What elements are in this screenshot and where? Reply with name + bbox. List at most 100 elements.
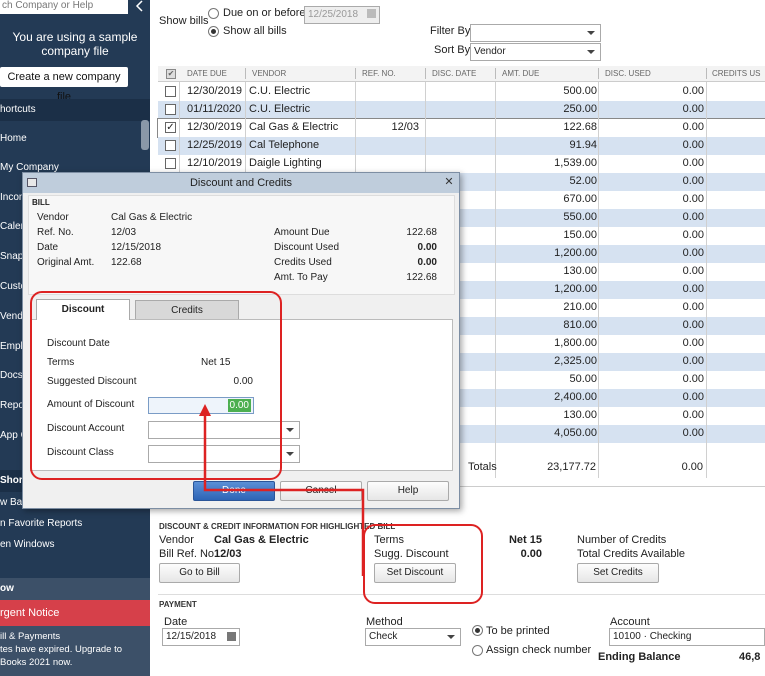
- table-row[interactable]: 50.00 0.00: [158, 371, 765, 389]
- table-row[interactable]: 1,800.00 0.00: [158, 335, 765, 353]
- table-row[interactable]: ✓ 12/30/2019 Cal Gas & Electric 12/03 122.68…: [157, 118, 765, 138]
- sidebar-item-calendar[interactable]: Caler: [0, 221, 24, 232]
- discount-credits-dialog: Discount and Credits ✕ BILL Vendor Cal G…: [22, 172, 460, 509]
- credits-used-label: Credits Used: [274, 257, 332, 268]
- table-row[interactable]: 01/11/2020 C.U. Electric 250.00 0.00: [158, 101, 765, 119]
- col-amt-due[interactable]: AMT. DUE: [502, 69, 540, 78]
- cell-disc: 0.00: [682, 121, 704, 133]
- cell-disc: 0.00: [682, 85, 704, 97]
- set-credits-button[interactable]: Set Credits: [577, 563, 659, 583]
- discount-class-select[interactable]: [148, 445, 300, 463]
- due-before-radio[interactable]: [208, 8, 219, 19]
- cell-amt: 810.00: [563, 319, 597, 331]
- row-checkbox[interactable]: [165, 140, 176, 151]
- help-button[interactable]: Help: [367, 481, 449, 501]
- sidebar-item-favorite-reports[interactable]: n Favorite Reports: [0, 518, 83, 529]
- sidebar-item-home[interactable]: Home: [0, 133, 27, 144]
- to-be-printed-radio[interactable]: [472, 625, 483, 636]
- go-to-bill-button[interactable]: Go to Bill: [159, 563, 240, 583]
- bottom-vendor-value: Cal Gas & Electric: [214, 534, 309, 546]
- sort-by-select[interactable]: Vendor: [470, 43, 601, 61]
- dialog-title-bar[interactable]: Discount and Credits ✕: [23, 173, 459, 193]
- search-icon[interactable]: [103, 0, 127, 14]
- table-row[interactable]: 12/30/2019 C.U. Electric 500.00 0.00: [158, 83, 765, 101]
- select-all-checkbox[interactable]: ✔: [166, 69, 176, 79]
- calendar-icon[interactable]: [227, 632, 236, 641]
- sidebar-scrollbar[interactable]: [141, 120, 149, 150]
- tab-discount[interactable]: Discount: [36, 299, 130, 320]
- grid-header: ✔ DATE DUE VENDOR REF. NO. DISC. DATE AM…: [158, 66, 765, 82]
- bills-grid: ✔ DATE DUE VENDOR REF. NO. DISC. DATE AM…: [157, 66, 765, 486]
- sugg-discount-value: 0.00: [520, 548, 542, 560]
- show-all-label: Show all bills: [223, 25, 287, 37]
- table-row[interactable]: 670.00 0.00: [158, 191, 765, 209]
- urgent-notice[interactable]: rgent Notice: [0, 600, 150, 626]
- col-date-due[interactable]: DATE DUE: [187, 69, 227, 78]
- sidebar-item-my-company[interactable]: My Company: [0, 162, 59, 173]
- method-select[interactable]: Check: [365, 628, 461, 646]
- sort-by-label: Sort By: [434, 44, 471, 56]
- assign-check-radio[interactable]: [472, 645, 483, 656]
- sidebar-item-vendors[interactable]: Vendo: [0, 311, 29, 322]
- bottom-terms-value: Net 15: [508, 534, 542, 546]
- sidebar-item-income[interactable]: Incon: [0, 192, 25, 203]
- show-all-radio[interactable]: [208, 26, 219, 37]
- sidebar-item-employees[interactable]: Emplo: [0, 341, 29, 352]
- account-select[interactable]: 10100 · Checking: [609, 628, 765, 646]
- terms-value: Net 15: [201, 357, 231, 368]
- amount-of-discount-input[interactable]: 0.00: [148, 397, 254, 414]
- collapse-arrow-icon[interactable]: [128, 0, 150, 14]
- cell-disc: 0.00: [682, 337, 704, 349]
- discount-used-label: Discount Used: [274, 242, 340, 253]
- close-icon[interactable]: ✕: [444, 176, 454, 188]
- table-row[interactable]: 150.00 0.00: [158, 227, 765, 245]
- table-row[interactable]: 210.00 0.00: [158, 299, 765, 317]
- table-row[interactable]: 12/25/2019 Cal Telephone 91.94 0.00: [158, 137, 765, 155]
- amt-to-pay-value: 122.68: [406, 272, 437, 283]
- row-checkbox[interactable]: [165, 104, 176, 115]
- col-ref-no[interactable]: REF. NO.: [362, 69, 396, 78]
- urgent-line: tes have expired. Upgrade to: [0, 644, 122, 655]
- cell-amt: 91.94: [569, 139, 597, 151]
- sidebar-item-open-windows[interactable]: en Windows: [0, 539, 55, 550]
- col-disc-date[interactable]: DISC. DATE: [432, 69, 477, 78]
- discount-account-select[interactable]: [148, 421, 300, 439]
- urgent-notice-body: ill & Payments tes have expired. Upgrade…: [0, 626, 150, 676]
- table-row[interactable]: 130.00 0.00: [158, 407, 765, 425]
- cell-amt: 1,200.00: [554, 283, 597, 295]
- table-row[interactable]: 130.00 0.00: [158, 263, 765, 281]
- cell-amt: 130.00: [563, 409, 597, 421]
- create-company-button[interactable]: Create a new company file: [0, 67, 128, 103]
- sort-by-value: Vendor: [474, 46, 506, 57]
- cell-amt: 250.00: [563, 103, 597, 115]
- search-input[interactable]: ch Company or Help: [0, 0, 128, 14]
- row-checkbox[interactable]: [165, 158, 176, 169]
- col-disc-used[interactable]: DISC. USED: [605, 69, 651, 78]
- row-checkbox[interactable]: ✓: [165, 122, 176, 133]
- bottom-vendor-label: Vendor: [159, 534, 194, 546]
- sidebar-item-app-center[interactable]: App C: [0, 430, 28, 441]
- sidebar-item-customers[interactable]: Custo: [0, 281, 27, 292]
- table-row[interactable]: 12/10/2019 Daigle Lighting 1,539.00 0.00: [158, 155, 765, 173]
- cell-date: 12/30/2019: [187, 121, 243, 133]
- due-date-field[interactable]: 12/25/2018: [304, 6, 380, 24]
- cell-disc: 0.00: [682, 247, 704, 259]
- discount-class-label: Discount Class: [47, 447, 114, 458]
- sidebar-item-reports[interactable]: Repo: [0, 400, 24, 411]
- cell-vendor: Cal Telephone: [249, 139, 320, 151]
- discount-date-label: Discount Date: [47, 338, 110, 349]
- assign-check-label: Assign check number: [486, 644, 592, 656]
- cell-disc: 0.00: [682, 427, 704, 439]
- calendar-icon[interactable]: [367, 9, 376, 18]
- row-checkbox[interactable]: [165, 86, 176, 97]
- col-credits-used[interactable]: CREDITS US: [712, 69, 761, 78]
- set-discount-button[interactable]: Set Discount: [374, 563, 456, 583]
- sidebar-item-docs[interactable]: Docs: [0, 370, 23, 381]
- col-vendor[interactable]: VENDOR: [252, 69, 287, 78]
- filter-by-select[interactable]: [470, 24, 601, 42]
- payment-date-field[interactable]: 12/15/2018: [162, 628, 240, 646]
- tab-credits[interactable]: Credits: [135, 300, 239, 320]
- sidebar-item-view-balances[interactable]: w Bal: [0, 497, 25, 508]
- cell-disc: 0.00: [682, 373, 704, 385]
- sidebar-item-snapshots[interactable]: Snap: [0, 251, 24, 262]
